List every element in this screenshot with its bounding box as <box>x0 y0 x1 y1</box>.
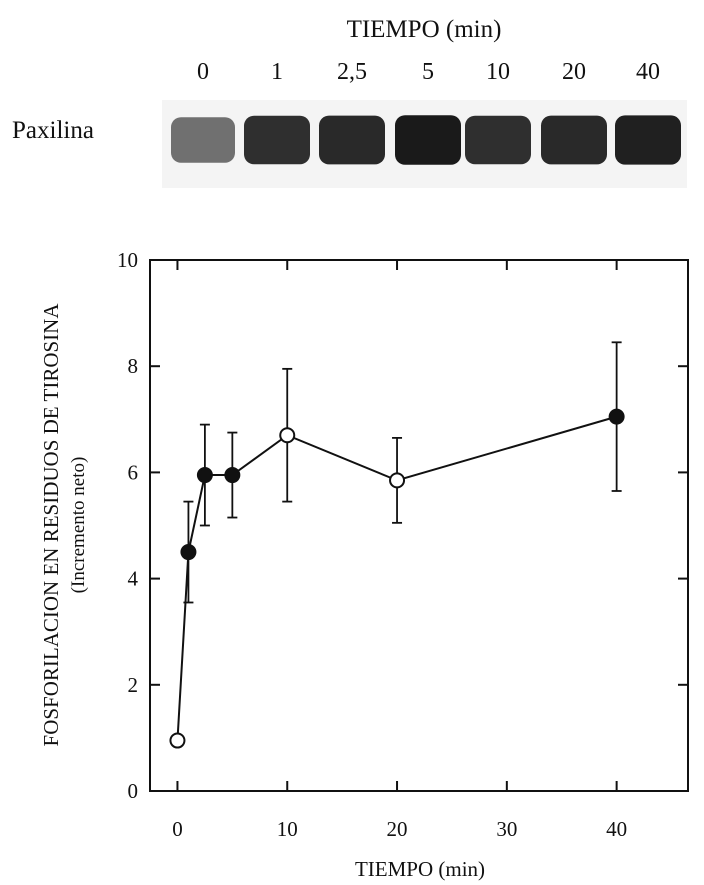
y-tick-label: 2 <box>128 673 139 697</box>
x-axis-ticks: 0 10 20 30 40 <box>172 260 627 841</box>
blot-bands <box>171 115 681 165</box>
x-tick-label: 10 <box>277 817 298 841</box>
data-series <box>169 341 625 749</box>
blot-band <box>541 115 607 165</box>
y-axis-ticks: 0 2 4 6 8 10 <box>117 248 688 803</box>
y-tick-label: 4 <box>128 567 139 591</box>
y-tick-label: 6 <box>128 460 139 484</box>
x-tick-label: 20 <box>387 817 408 841</box>
blot-band <box>395 115 461 165</box>
x-tick-label: 0 <box>172 817 183 841</box>
lane-label: 20 <box>562 59 586 85</box>
lane-label: 10 <box>486 59 510 85</box>
blot-title: TIEMPO (min) <box>347 16 502 43</box>
chart: 0 2 4 6 8 10 0 10 20 30 40 TIEMPO (min) FOSFORILA… <box>39 248 689 881</box>
blot-band <box>244 115 310 165</box>
x-tick-label: 40 <box>606 817 627 841</box>
x-tick-label: 30 <box>496 817 517 841</box>
data-point-open <box>389 472 406 489</box>
lane-labels: 0 1 2,5 5 10 20 40 <box>197 59 660 85</box>
data-point-filled <box>224 467 241 484</box>
blot-band <box>319 115 385 165</box>
y-tick-label: 0 <box>128 779 139 803</box>
data-point-open <box>279 427 296 444</box>
data-point-filled <box>180 544 197 561</box>
blot-band <box>615 115 681 165</box>
lane-label: 40 <box>636 59 660 85</box>
lane-label: 0 <box>197 59 209 85</box>
western-blot: TIEMPO (min) 0 1 2,5 5 10 20 40 Paxilina <box>12 16 687 188</box>
data-point-filled <box>608 408 625 425</box>
lane-label: 2,5 <box>337 59 367 85</box>
y-axis-sublabel: (Incremento neto) <box>68 457 89 594</box>
lane-label: 5 <box>422 59 434 85</box>
blot-band <box>171 117 235 163</box>
y-tick-label: 10 <box>117 248 138 272</box>
blot-band <box>465 115 531 165</box>
lane-label: 1 <box>271 59 283 85</box>
y-tick-label: 8 <box>128 354 139 378</box>
y-axis-label: FOSFORILACION EN RESIDUOS DE TIROSINA <box>39 303 63 747</box>
x-axis-label: TIEMPO (min) <box>355 857 485 881</box>
data-point-open <box>169 732 186 749</box>
data-point-filled <box>196 467 213 484</box>
blot-row-label: Paxilina <box>12 117 94 144</box>
plot-frame <box>149 259 689 792</box>
